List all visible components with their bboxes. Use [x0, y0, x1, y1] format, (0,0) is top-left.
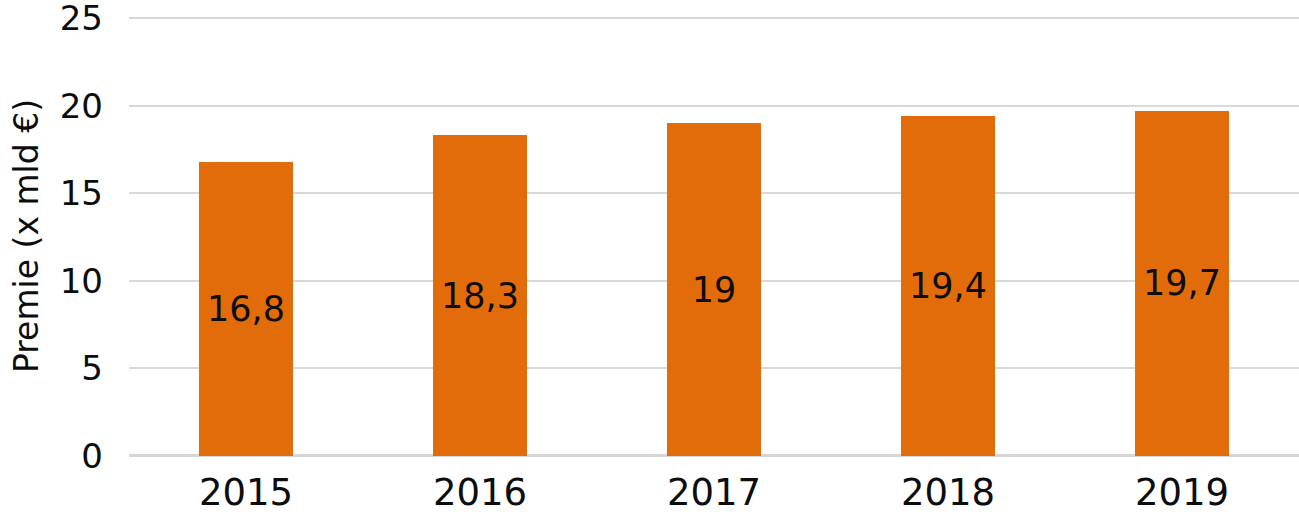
x-tick-label: 2015 [129, 474, 363, 511]
horizontal-gridline [129, 105, 1299, 107]
bar-2019: 19,7 [1135, 111, 1229, 456]
x-axis-tick-labels: 20152016201720182019 [0, 468, 1299, 524]
bar-2015: 16,8 [199, 162, 293, 456]
bar-value-label: 18,3 [441, 278, 519, 313]
y-tick-label: 10 [0, 260, 103, 302]
x-tick-label: 2017 [597, 474, 831, 511]
y-tick-label: 20 [0, 85, 103, 127]
horizontal-gridline [129, 17, 1299, 19]
x-tick-label: 2019 [1065, 474, 1299, 511]
y-tick-label: 25 [0, 0, 103, 39]
y-tick-label: 5 [0, 347, 103, 389]
bar-2018: 19,4 [901, 116, 995, 456]
plot-area: 16,8 18,3 19 19,4 19,7 [129, 18, 1299, 456]
x-tick-label: 2016 [363, 474, 597, 511]
bar-chart: Premie (x mld €) 16,818,31919,419,7 0510… [0, 0, 1299, 524]
bar-2016: 18,3 [433, 135, 527, 456]
bar-value-label: 19,7 [1143, 266, 1221, 301]
bar-2017: 19 [667, 123, 761, 456]
x-tick-label: 2018 [831, 474, 1065, 511]
y-axis-tick-labels: 0510152025 [0, 0, 103, 524]
bar-value-label: 19 [692, 272, 737, 307]
bar-value-label: 16,8 [207, 291, 285, 326]
y-tick-label: 15 [0, 172, 103, 214]
bar-value-label: 19,4 [909, 269, 987, 304]
